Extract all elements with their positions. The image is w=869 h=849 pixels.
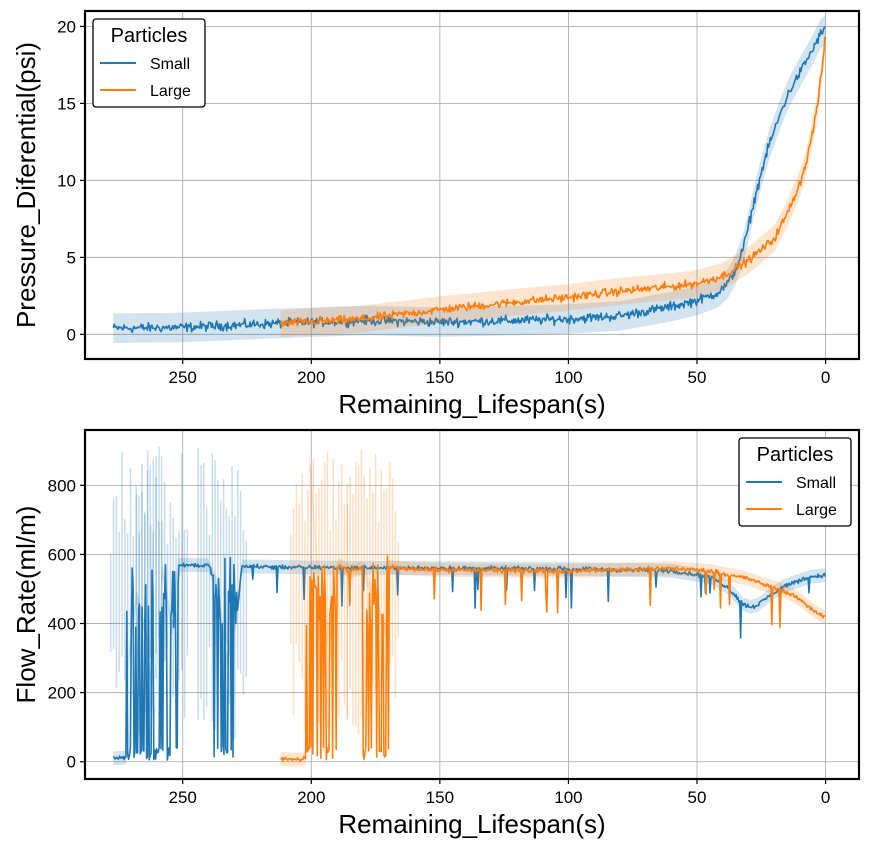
x-tick-label: 0 xyxy=(821,788,830,807)
pressure-legend-title: Particles xyxy=(111,25,188,47)
pressure-legend: Particles Small Large xyxy=(92,18,206,108)
flow-axes-frame xyxy=(83,428,861,781)
series-small xyxy=(112,15,826,343)
series-large xyxy=(280,449,826,767)
flow-y-axis-label: Flow_Rate(ml/m) xyxy=(11,506,41,704)
y-tick-label: 200 xyxy=(48,684,76,703)
pressure-grid xyxy=(85,11,859,359)
x-tick-label: 150 xyxy=(426,788,454,807)
series-line-large xyxy=(280,555,826,762)
pressure-plot-area xyxy=(112,15,826,343)
pressure-axes-frame xyxy=(83,9,861,361)
y-tick-label: 5 xyxy=(67,248,76,267)
flow-x-ticks: 250 200 150 100 50 0 xyxy=(169,779,830,807)
x-tick-label: 200 xyxy=(297,368,325,387)
y-tick-label: 0 xyxy=(67,325,76,344)
flow-x-axis-label: Remaining_Lifespan(s) xyxy=(338,809,605,839)
series-line-small xyxy=(112,26,826,334)
y-tick-label: 400 xyxy=(48,615,76,634)
pressure-y-axis-label: Pressure_Diferential(psi) xyxy=(11,42,41,328)
y-tick-label: 20 xyxy=(57,17,76,36)
pressure-legend-label-small: Small xyxy=(150,56,190,73)
y-tick-label: 10 xyxy=(57,171,76,190)
x-tick-label: 50 xyxy=(688,368,707,387)
flow-legend-box xyxy=(738,437,852,527)
pressure-y-ticks: 0 5 10 15 20 xyxy=(57,17,85,344)
y-tick-label: 800 xyxy=(48,476,76,495)
y-tick-label: 15 xyxy=(57,94,76,113)
flow-plot-area xyxy=(109,446,826,767)
x-tick-label: 100 xyxy=(554,788,582,807)
x-tick-label: 0 xyxy=(821,368,830,387)
series-large xyxy=(279,27,826,337)
y-tick-label: 600 xyxy=(48,545,76,564)
flow-y-ticks: 0 200 400 600 800 xyxy=(48,476,85,772)
pressure-x-ticks: 250 200 150 100 50 0 xyxy=(169,359,830,387)
x-tick-label: 250 xyxy=(169,368,197,387)
x-tick-label: 100 xyxy=(554,368,582,387)
series-line-large xyxy=(279,36,826,328)
y-tick-label: 0 xyxy=(67,753,76,772)
pressure-chart: 250 200 150 100 50 0 0 5 10 15 20 Remaining_Lifes… xyxy=(11,9,861,419)
flow-legend-label-small: Small xyxy=(796,475,836,492)
flow-rate-chart: 250 200 150 100 50 0 0 200 400 600 800 Remaining_… xyxy=(11,428,861,839)
pressure-x-axis-label: Remaining_Lifespan(s) xyxy=(338,389,605,419)
x-tick-label: 250 xyxy=(169,788,197,807)
x-tick-label: 200 xyxy=(297,788,325,807)
series-band-large xyxy=(280,27,825,337)
flow-legend-label-large: Large xyxy=(796,502,837,519)
flow-legend: Particles Small Large xyxy=(738,437,852,527)
x-tick-label: 50 xyxy=(688,788,707,807)
pressure-legend-label-large: Large xyxy=(150,83,191,100)
flow-legend-title: Particles xyxy=(757,444,834,466)
pressure-legend-box xyxy=(92,18,206,108)
series-small xyxy=(109,446,826,766)
x-tick-label: 150 xyxy=(426,368,454,387)
